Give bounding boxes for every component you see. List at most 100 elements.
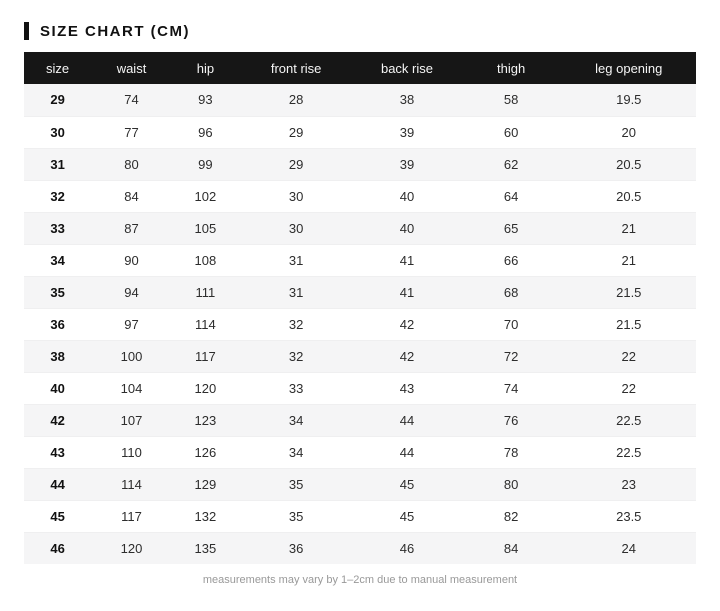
size-cell: 29 — [24, 84, 92, 117]
size-chart-table: size waist hip front rise back rise thigh leg … — [24, 52, 696, 564]
value-cell: 65 — [460, 212, 562, 245]
table-row: 36 97 114 32 42 70 21.5 — [24, 308, 696, 341]
value-cell: 22.5 — [561, 436, 696, 469]
value-cell: 38 — [353, 84, 461, 117]
page-title: SIZE CHART (CM) — [40, 22, 190, 40]
value-cell: 45 — [353, 468, 461, 501]
measurement-disclaimer: measurements may vary by 1–2cm due to ma… — [202, 574, 518, 586]
value-cell: 23.5 — [561, 500, 696, 533]
column-header-leg-opening: leg opening — [561, 52, 696, 84]
value-cell: 44 — [353, 436, 461, 469]
value-cell: 76 — [460, 404, 562, 437]
value-cell: 135 — [194, 540, 217, 556]
value-cell: 62 — [460, 148, 562, 181]
value-cell: 41 — [353, 244, 461, 277]
table-row: 38 100 117 32 42 72 22 — [24, 340, 696, 373]
size-cell: 33 — [24, 212, 92, 245]
value-cell: 93 — [171, 84, 239, 117]
value-cell: 99 — [171, 148, 239, 181]
table-header-row: size waist hip front rise back rise thigh leg … — [24, 52, 696, 84]
size-chart-page: SIZE CHART (CM) size waist hip front rise ba… — [24, 22, 696, 586]
value-cell: 35 — [239, 468, 354, 501]
value-cell: 30 — [239, 180, 354, 213]
value-cell: 41 — [353, 276, 461, 309]
value-cell: 34 — [239, 404, 354, 437]
table-row: 45 117 132 35 45 82 23.5 — [24, 500, 696, 533]
value-cell: 74 — [460, 372, 562, 405]
value-cell: 22 — [561, 372, 696, 405]
value-cell: 90 — [91, 244, 172, 277]
value-cell: 31 — [239, 244, 354, 277]
size-cell: 44 — [24, 468, 92, 501]
value-cell: 34 — [239, 436, 354, 469]
size-cell: 42 — [24, 404, 92, 437]
value-cell: 43 — [353, 372, 461, 405]
value-cell: 23 — [561, 468, 696, 501]
value-cell: 117 — [91, 500, 172, 533]
value-cell: 22.5 — [561, 404, 696, 437]
value-cell: 60 — [460, 116, 562, 149]
value-cell: 21 — [561, 212, 696, 245]
table-row: 44 114 129 35 45 80 23 — [24, 468, 696, 501]
table-row: 46 120 135 36 46 84 24 — [24, 532, 696, 564]
value-cell: 64 — [460, 180, 562, 213]
value-cell: 20.5 — [561, 180, 696, 213]
value-cell: 66 — [460, 244, 562, 277]
size-cell: 46 — [50, 540, 65, 556]
value-cell: 82 — [460, 500, 562, 533]
value-cell: 100 — [91, 340, 172, 373]
value-cell: 96 — [171, 116, 239, 149]
value-cell: 80 — [91, 148, 172, 181]
value-cell: 123 — [171, 404, 239, 437]
value-cell: 42 — [353, 308, 461, 341]
value-cell: 120 — [120, 540, 143, 556]
value-cell: 94 — [91, 276, 172, 309]
value-cell: 129 — [171, 468, 239, 501]
value-cell: 42 — [353, 340, 461, 373]
value-cell: 58 — [460, 84, 562, 117]
value-cell: 80 — [460, 468, 562, 501]
value-cell: 39 — [353, 148, 461, 181]
table-header: size waist hip front rise back rise thigh leg … — [24, 52, 696, 84]
value-cell: 19.5 — [561, 84, 696, 117]
table-row: 35 94 111 31 41 68 21.5 — [24, 276, 696, 309]
value-cell: 132 — [171, 500, 239, 533]
value-cell: 104 — [91, 372, 172, 405]
value-cell: 20.5 — [561, 148, 696, 181]
value-cell: 77 — [91, 116, 172, 149]
title-accent-bar — [24, 22, 29, 40]
value-cell: 29 — [239, 148, 354, 181]
value-cell: 36 — [288, 540, 304, 556]
value-cell: 29 — [239, 116, 354, 149]
value-cell: 21.5 — [561, 276, 696, 309]
value-cell: 87 — [91, 212, 172, 245]
size-cell: 35 — [24, 276, 92, 309]
value-cell: 20 — [561, 116, 696, 149]
table-row: 43 110 126 34 44 78 22.5 — [24, 436, 696, 469]
value-cell: 45 — [353, 500, 461, 533]
value-cell: 28 — [239, 84, 354, 117]
table-row: 31 80 99 29 39 62 20.5 — [24, 148, 696, 181]
size-cell: 43 — [24, 436, 92, 469]
table-body: 29 74 93 28 38 58 19.5 30 77 96 29 39 60 20 31 80 99 29 39… — [24, 84, 696, 564]
value-cell: 70 — [460, 308, 562, 341]
column-header-thigh: thigh — [460, 52, 562, 84]
table-row: 34 90 108 31 41 66 21 — [24, 244, 696, 277]
value-cell: 44 — [353, 404, 461, 437]
column-header-size: size — [24, 52, 92, 84]
column-header-hip: hip — [171, 52, 239, 84]
size-cell: 36 — [24, 308, 92, 341]
value-cell: 32 — [239, 340, 354, 373]
value-cell: 39 — [353, 116, 461, 149]
value-cell: 97 — [91, 308, 172, 341]
value-cell: 114 — [171, 308, 239, 341]
value-cell: 68 — [460, 276, 562, 309]
table-row: 40 104 120 33 43 74 22 — [24, 372, 696, 405]
value-cell: 40 — [353, 212, 461, 245]
value-cell: 74 — [91, 84, 172, 117]
value-cell: 72 — [460, 340, 562, 373]
value-cell: 78 — [460, 436, 562, 469]
value-cell: 21 — [561, 244, 696, 277]
value-cell: 110 — [91, 436, 172, 469]
value-cell: 114 — [91, 468, 172, 501]
